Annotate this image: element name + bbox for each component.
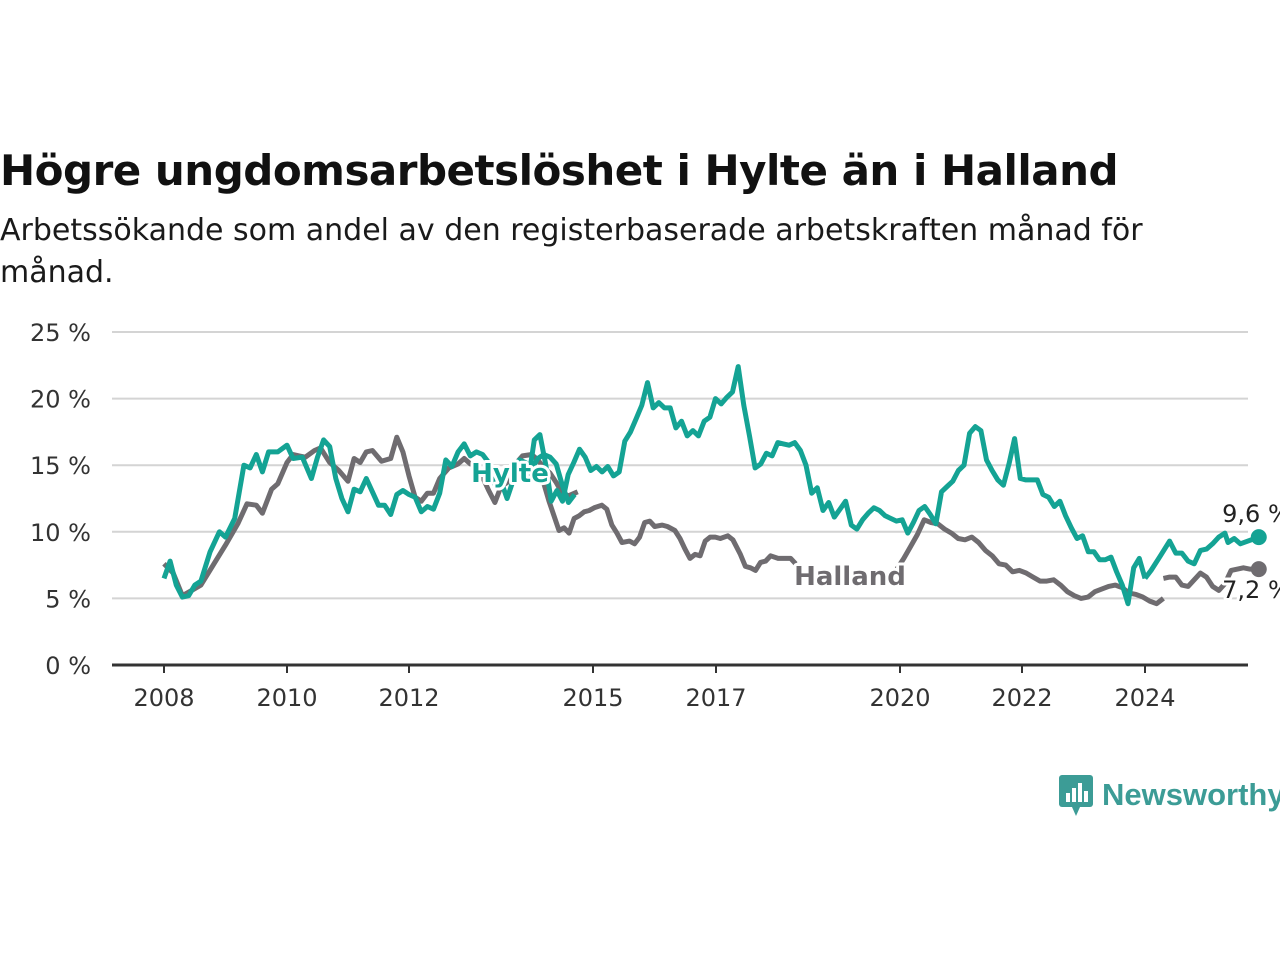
hylte-line — [526, 364, 1148, 607]
y-tick-label: 15 % — [30, 452, 91, 480]
x-tick-label: 2010 — [256, 684, 317, 712]
chart-title: Högre ungdomsarbetslöshet i Hylte än i H… — [0, 146, 1119, 195]
hylte-series-label: Hylte — [471, 459, 549, 489]
halland-line — [894, 517, 1165, 607]
y-tick-label: 20 % — [30, 386, 91, 414]
x-tick-label: 2020 — [869, 684, 930, 712]
hylte-end-label: 9,6 % — [1222, 500, 1280, 528]
hylte-end-label-halo: 9,6 % — [1222, 500, 1280, 528]
halland-series-label: Halland — [794, 562, 906, 592]
line-chart: 0 % 5 % 10 % 15 % 20 % 25 % 2008 2010 2012 2015 20… — [30, 319, 1280, 712]
halland-end-label-halo: 7,2 % — [1222, 576, 1280, 604]
brand-name: Newsworthy — [1102, 777, 1280, 812]
halland-end-marker — [1250, 561, 1267, 578]
x-tick-label: 2022 — [991, 684, 1052, 712]
y-tick-label: 5 % — [45, 585, 91, 613]
x-tick-label: 2008 — [133, 684, 194, 712]
hylte-line — [1143, 530, 1260, 580]
x-tick-label: 2012 — [378, 684, 439, 712]
newsworthy-brand[interactable]: Newsworthy — [1058, 772, 1280, 818]
y-tick-label: 10 % — [30, 519, 91, 547]
newsworthy-logo-icon — [1059, 775, 1093, 816]
chart-subtitle: Arbetssökande som andel av den registerb… — [0, 213, 1143, 290]
halland-line — [541, 483, 798, 573]
hylte-line — [161, 437, 577, 600]
hylte-end-marker — [1250, 529, 1267, 546]
halland-line — [1162, 565, 1259, 593]
hylte-series-label-halo: Hylte — [471, 459, 549, 489]
x-tick-label: 2015 — [562, 684, 623, 712]
x-tick-label: 2017 — [685, 684, 746, 712]
y-tick-label: 25 % — [30, 319, 91, 347]
halland-end-label: 7,2 % — [1222, 576, 1280, 604]
halland-series-label-halo: Halland — [794, 562, 906, 592]
halland-line — [162, 434, 579, 599]
x-tick-label: 2024 — [1114, 684, 1175, 712]
y-tick-label: 0 % — [45, 652, 91, 680]
